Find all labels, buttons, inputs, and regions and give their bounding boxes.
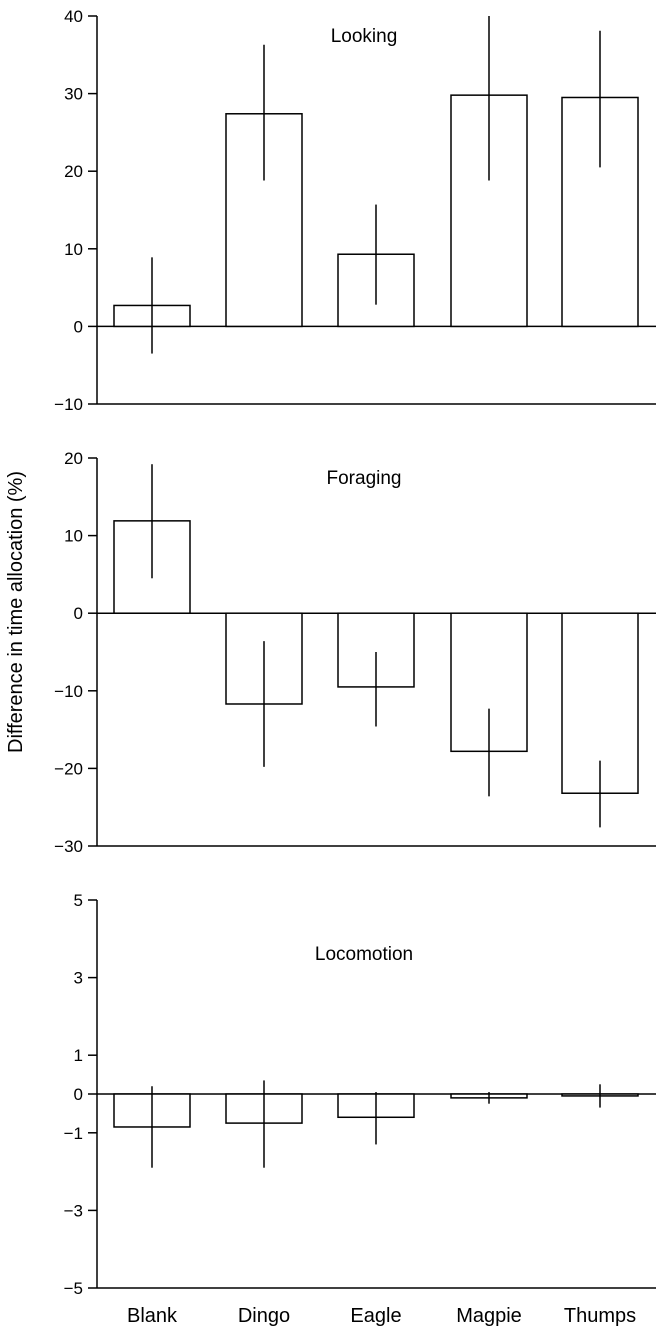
panel-title-1: Looking bbox=[331, 26, 398, 47]
y-tick-label-panel-1: 20 bbox=[64, 162, 83, 181]
y-tick-label-panel-3: 5 bbox=[74, 891, 83, 910]
y-tick-label-panel-3: −5 bbox=[64, 1279, 83, 1298]
x-tick-label-dingo: Dingo bbox=[238, 1305, 290, 1327]
panel-title-3: Locomotion bbox=[315, 944, 413, 965]
y-tick-label-panel-2: −20 bbox=[54, 759, 83, 778]
x-tick-label-eagle: Eagle bbox=[350, 1305, 401, 1327]
y-tick-label-panel-3: −3 bbox=[64, 1201, 83, 1220]
y-tick-label-panel-1: 0 bbox=[74, 317, 83, 336]
x-tick-label-blank: Blank bbox=[127, 1305, 178, 1327]
x-tick-label-magpie: Magpie bbox=[456, 1305, 522, 1327]
y-tick-label-panel-1: −10 bbox=[54, 395, 83, 414]
y-axis-title: Difference in time allocation (%) bbox=[5, 471, 27, 753]
y-tick-label-panel-2: 0 bbox=[74, 604, 83, 623]
y-tick-label-panel-3: 1 bbox=[74, 1046, 83, 1065]
panel-title-2: Foraging bbox=[327, 468, 402, 489]
y-tick-label-panel-1: 30 bbox=[64, 85, 83, 104]
y-tick-label-panel-1: 10 bbox=[64, 240, 83, 259]
y-tick-label-panel-2: 20 bbox=[64, 449, 83, 468]
y-tick-label-panel-2: 10 bbox=[64, 527, 83, 546]
y-tick-label-panel-2: −30 bbox=[54, 837, 83, 856]
y-tick-label-panel-3: −1 bbox=[64, 1124, 83, 1143]
x-tick-label-thumps: Thumps bbox=[564, 1305, 636, 1327]
y-tick-label-panel-3: 3 bbox=[74, 969, 83, 988]
y-tick-label-panel-2: −10 bbox=[54, 682, 83, 701]
y-tick-label-panel-3: 0 bbox=[74, 1085, 83, 1104]
y-tick-label-panel-1: 40 bbox=[64, 7, 83, 26]
